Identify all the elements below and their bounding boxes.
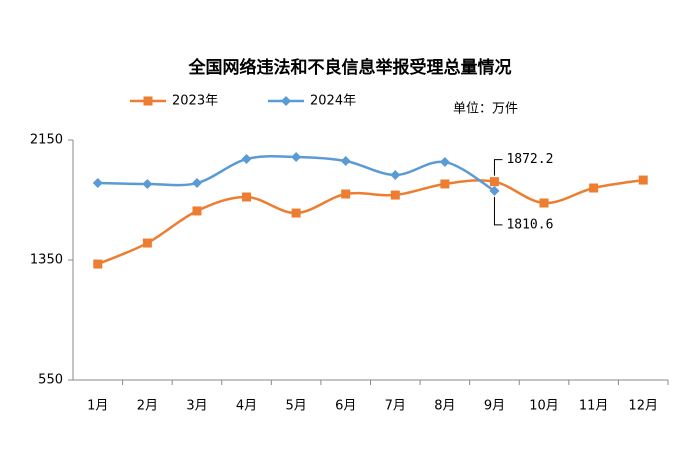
marker xyxy=(191,178,202,189)
marker xyxy=(143,96,153,106)
marker xyxy=(439,157,450,168)
marker xyxy=(93,259,103,269)
x-tick-label: 4月 xyxy=(236,399,257,414)
x-tick-label: 10月 xyxy=(529,399,559,414)
label-leader xyxy=(493,159,503,176)
marker xyxy=(142,178,153,189)
legend-label: 2024年 xyxy=(310,94,356,109)
marker xyxy=(589,183,599,193)
x-tick-label: 6月 xyxy=(335,399,356,414)
x-tick-label: 9月 xyxy=(484,399,505,414)
x-tick-label: 7月 xyxy=(385,399,406,414)
y-tick-label: 2150 xyxy=(30,133,63,148)
y-tick-label: 1350 xyxy=(30,253,63,268)
y-tick-label: 550 xyxy=(38,373,63,388)
data-label: 1872.2 xyxy=(506,152,553,167)
marker xyxy=(242,192,252,202)
x-tick-label: 2月 xyxy=(137,399,158,414)
x-tick-label: 8月 xyxy=(434,399,455,414)
x-tick-label: 1月 xyxy=(87,399,108,414)
marker xyxy=(489,185,500,196)
x-tick-label: 5月 xyxy=(285,399,306,414)
label-leader xyxy=(493,196,503,226)
chart-title: 全国网络违法和不良信息举报受理总量情况 xyxy=(188,57,512,78)
legend-label: 2023年 xyxy=(172,94,218,109)
marker xyxy=(241,154,252,165)
x-tick-label: 11月 xyxy=(579,399,609,414)
marker xyxy=(340,156,351,166)
marker xyxy=(192,206,202,216)
marker xyxy=(489,177,499,187)
x-tick-label: 12月 xyxy=(628,399,658,414)
marker xyxy=(142,238,152,248)
marker xyxy=(390,169,401,180)
marker xyxy=(92,178,103,189)
marker xyxy=(638,175,648,185)
data-label: 1810.6 xyxy=(506,217,553,232)
marker xyxy=(341,189,351,199)
marker xyxy=(291,151,302,162)
marker xyxy=(440,179,450,189)
marker xyxy=(539,198,549,208)
x-tick-label: 3月 xyxy=(186,399,207,414)
marker xyxy=(281,96,291,106)
marker xyxy=(291,208,301,218)
marker xyxy=(390,190,400,200)
unit-label: 单位：万件 xyxy=(453,102,518,117)
